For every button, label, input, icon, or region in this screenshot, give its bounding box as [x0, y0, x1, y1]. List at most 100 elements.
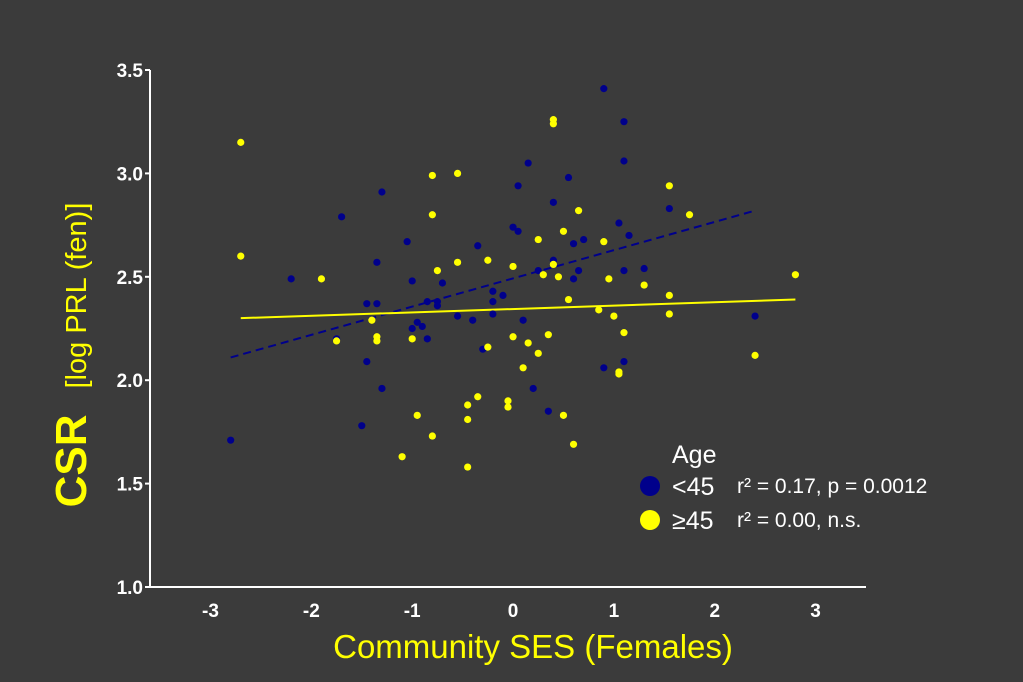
data-point-45-plus: [504, 397, 512, 405]
data-point-45-plus: [398, 453, 406, 461]
data-point-45-plus: [564, 295, 573, 304]
data-point-45-plus: [534, 235, 542, 244]
data-point-45-plus: [554, 273, 563, 281]
axes: [149, 70, 866, 588]
data-point-under-45: [600, 364, 608, 372]
data-point-45-plus: [559, 227, 568, 235]
legend-stat-under-45: r² = 0.17, p = 0.0012: [737, 475, 927, 498]
x-tick-label: 0: [508, 601, 519, 622]
data-point-45-plus: [373, 337, 381, 345]
y-tick-label: 1.0: [117, 578, 143, 599]
data-point-under-45: [620, 266, 628, 275]
data-point-45-plus: [610, 312, 618, 320]
data-point-under-45: [615, 219, 623, 227]
data-point-under-45: [433, 302, 442, 310]
data-point-45-plus: [620, 329, 628, 337]
data-point-under-45: [418, 322, 426, 331]
data-point-under-45: [544, 407, 552, 415]
y-tick-label: 3.0: [117, 164, 143, 185]
data-point-under-45: [549, 198, 557, 206]
data-point-under-45: [378, 188, 386, 196]
x-tick-label: 3: [810, 601, 821, 622]
data-point-under-45: [474, 242, 482, 250]
svg-text:CSR [log PRL (fen)]: CSR [log PRL (fen)]: [47, 203, 96, 508]
data-point-45-plus: [600, 238, 608, 246]
data-point-45-plus: [534, 349, 542, 357]
data-point-under-45: [338, 213, 346, 221]
fit-lines: [230, 209, 796, 359]
data-point-under-45: [363, 357, 371, 366]
legend-marker-under-45: [640, 476, 660, 496]
data-point-under-45: [569, 240, 578, 248]
data-point-under-45: [620, 118, 628, 126]
data-point-under-45: [600, 85, 608, 93]
x-tick-label: 1: [609, 601, 620, 622]
data-point-45-plus: [685, 211, 694, 219]
data-point-under-45: [625, 231, 633, 240]
data-point-45-plus: [464, 401, 472, 409]
legend-title: Age: [672, 441, 716, 469]
data-point-under-45: [574, 266, 583, 275]
data-point-under-45: [469, 316, 477, 324]
y-axis-ticks: 1.0 1.5 2.0 2.5 3.0 3.5: [117, 61, 150, 599]
data-point-under-45: [438, 279, 447, 287]
data-point-45-plus: [595, 306, 603, 314]
y-axis-label-sub: [log PRL (fen)]: [61, 203, 93, 389]
data-point-45-plus: [640, 281, 648, 289]
data-point-under-45: [665, 204, 673, 213]
fit-line-45-plus: [240, 298, 796, 320]
y-tick-label: 1.5: [117, 475, 144, 496]
data-point-45-plus: [428, 171, 436, 180]
legend: Age <45 r² = 0.17, p = 0.0012 ≥45 r² = 0…: [640, 441, 927, 535]
data-point-under-45: [519, 316, 527, 324]
data-point-under-45: [423, 298, 431, 306]
data-point-under-45: [509, 223, 517, 231]
data-point-45-plus: [237, 138, 245, 146]
data-point-45-plus: [665, 182, 673, 190]
data-point-45-plus: [539, 271, 547, 279]
data-point-45-plus: [574, 207, 583, 215]
x-tick-label: -2: [303, 601, 320, 622]
data-point-45-plus: [453, 258, 462, 266]
data-point-under-45: [529, 384, 537, 393]
data-point-45-plus: [665, 310, 673, 318]
legend-label-under-45: <45: [672, 473, 714, 501]
data-point-under-45: [514, 227, 522, 235]
data-point-45-plus: [428, 432, 436, 440]
data-points: [227, 85, 800, 471]
x-tick-label: -3: [202, 601, 219, 622]
y-axis-label-main: CSR: [47, 415, 96, 508]
data-point-under-45: [378, 384, 386, 393]
data-point-under-45: [534, 266, 542, 275]
data-point-45-plus: [504, 403, 512, 411]
legend-stat-45-plus: r² = 0.00, n.s.: [737, 509, 861, 532]
legend-marker-45-plus: [640, 510, 660, 530]
data-point-45-plus: [413, 411, 421, 419]
data-point-45-plus: [484, 343, 492, 351]
data-point-under-45: [640, 264, 648, 273]
y-tick-label: 3.5: [117, 61, 144, 82]
data-point-45-plus: [751, 351, 759, 359]
data-point-under-45: [358, 422, 366, 430]
data-point-under-45: [408, 324, 416, 333]
data-point-45-plus: [519, 364, 527, 372]
data-point-under-45: [423, 335, 431, 343]
data-point-under-45: [287, 275, 295, 283]
data-point-45-plus: [559, 411, 568, 419]
x-axis-ticks: -3 -2 -1 0 1 2 3: [202, 601, 821, 622]
data-point-under-45: [524, 159, 532, 167]
data-point-45-plus: [549, 260, 557, 268]
data-point-under-45: [453, 312, 462, 320]
legend-label-45-plus: ≥45: [672, 507, 714, 535]
data-point-45-plus: [464, 463, 472, 471]
data-point-under-45: [514, 182, 522, 190]
data-point-under-45: [408, 277, 416, 285]
data-point-45-plus: [453, 169, 462, 177]
data-point-under-45: [620, 357, 628, 366]
data-point-under-45: [413, 318, 421, 326]
y-tick-label: 2.0: [117, 371, 143, 392]
data-point-45-plus: [474, 393, 482, 401]
data-point-under-45: [489, 298, 497, 306]
data-point-45-plus: [509, 262, 517, 271]
